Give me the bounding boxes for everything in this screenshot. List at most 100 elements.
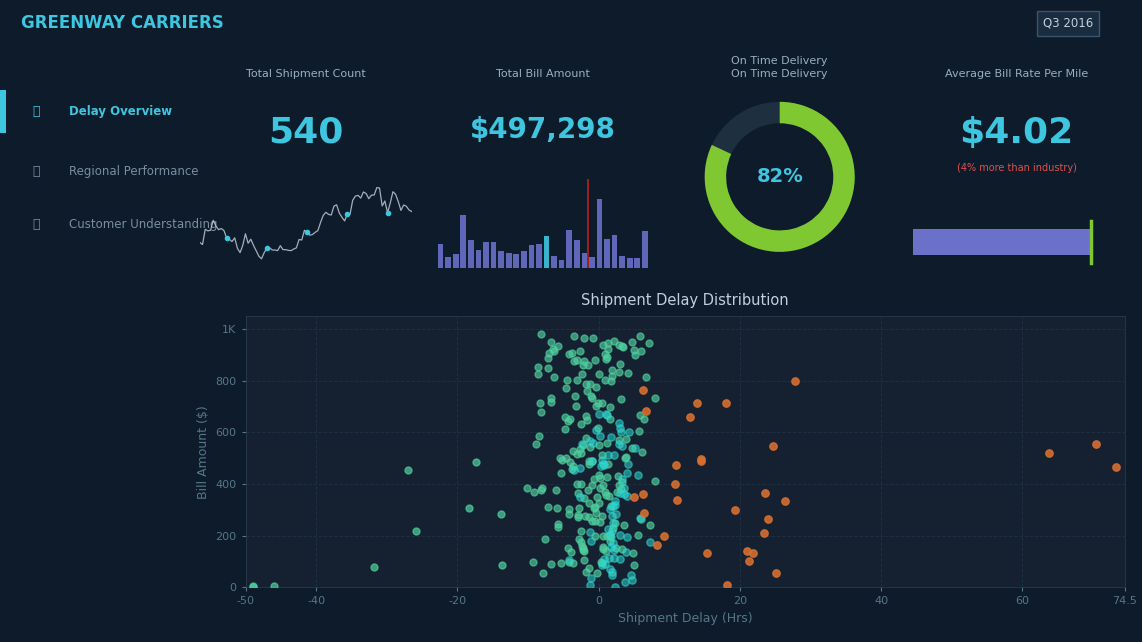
Point [560, 555, 578, 565]
Text: $497,298: $497,298 [469, 116, 616, 144]
Text: Q3 2016: Q3 2016 [1043, 17, 1093, 30]
Point [632, 514, 650, 524]
Point [698, 548, 716, 559]
Point [594, 340, 612, 351]
Wedge shape [705, 102, 854, 252]
Point [568, 375, 586, 385]
Point [572, 419, 590, 429]
Point [584, 456, 602, 466]
Point [594, 459, 612, 469]
Point [738, 546, 756, 556]
Point [587, 382, 605, 392]
Point [596, 546, 614, 556]
Point [718, 580, 737, 590]
Point [609, 471, 627, 481]
Point [571, 492, 589, 503]
Point [667, 460, 685, 471]
Point [541, 336, 560, 347]
Point [689, 398, 707, 408]
Point [576, 510, 594, 521]
Bar [635, 259, 641, 268]
Bar [536, 245, 541, 268]
Point [586, 501, 604, 512]
Point [646, 393, 665, 403]
Point [574, 493, 593, 503]
Point [590, 517, 609, 528]
Point [629, 530, 648, 540]
Point [605, 553, 624, 563]
Point [556, 412, 574, 422]
Point [614, 489, 633, 499]
Point [581, 436, 600, 446]
Point [598, 472, 617, 482]
Point [590, 409, 609, 419]
Point [541, 393, 560, 403]
Point [588, 397, 606, 408]
Point [547, 485, 565, 495]
Point [668, 494, 686, 505]
Point [614, 519, 633, 530]
Point [606, 509, 625, 519]
Point [619, 458, 637, 469]
Point [613, 341, 632, 351]
Point [630, 426, 649, 436]
Point [602, 501, 620, 512]
Point [568, 355, 586, 365]
Point [365, 562, 384, 572]
Point [548, 342, 566, 352]
Point [552, 467, 570, 478]
Point [598, 343, 617, 354]
Point [1107, 462, 1125, 472]
Point [565, 391, 584, 401]
Bar [552, 256, 557, 268]
Text: (4% more than industry): (4% more than industry) [957, 163, 1077, 173]
Point [580, 456, 598, 466]
Point [531, 329, 549, 339]
Point [606, 496, 625, 506]
Point [610, 417, 628, 428]
Point [635, 414, 653, 424]
Point [265, 581, 283, 591]
Point [562, 464, 580, 474]
Point [622, 575, 641, 585]
Point [598, 458, 617, 469]
Point [593, 511, 611, 521]
Text: Total Bill Amount: Total Bill Amount [496, 69, 589, 79]
Point [654, 530, 673, 541]
Bar [445, 257, 451, 268]
Point [624, 443, 642, 453]
Point [399, 464, 417, 474]
Text: ⏳: ⏳ [32, 105, 40, 118]
Point [586, 531, 604, 541]
Point [588, 568, 606, 578]
Point [556, 453, 574, 463]
Point [612, 441, 630, 451]
Text: Delay Overview: Delay Overview [69, 105, 171, 118]
Point [562, 547, 580, 557]
Point [646, 476, 665, 486]
Point [602, 376, 620, 386]
Bar [627, 258, 633, 268]
Point [603, 567, 621, 577]
Point [691, 456, 709, 467]
Point [613, 544, 632, 554]
Text: 👤: 👤 [32, 218, 40, 232]
Point [596, 354, 614, 365]
Point [571, 537, 589, 547]
Point [597, 530, 616, 541]
Point [603, 365, 621, 376]
Point [569, 512, 587, 523]
Point [558, 375, 577, 385]
Point [541, 559, 560, 569]
Point [614, 483, 633, 493]
Point [613, 474, 632, 484]
Point [407, 526, 425, 536]
Point [539, 363, 557, 374]
Point [532, 485, 550, 496]
Point [625, 560, 643, 570]
Point [602, 542, 620, 552]
Point [589, 369, 608, 379]
Point [545, 372, 563, 382]
Point [588, 492, 606, 503]
Point [755, 528, 773, 538]
